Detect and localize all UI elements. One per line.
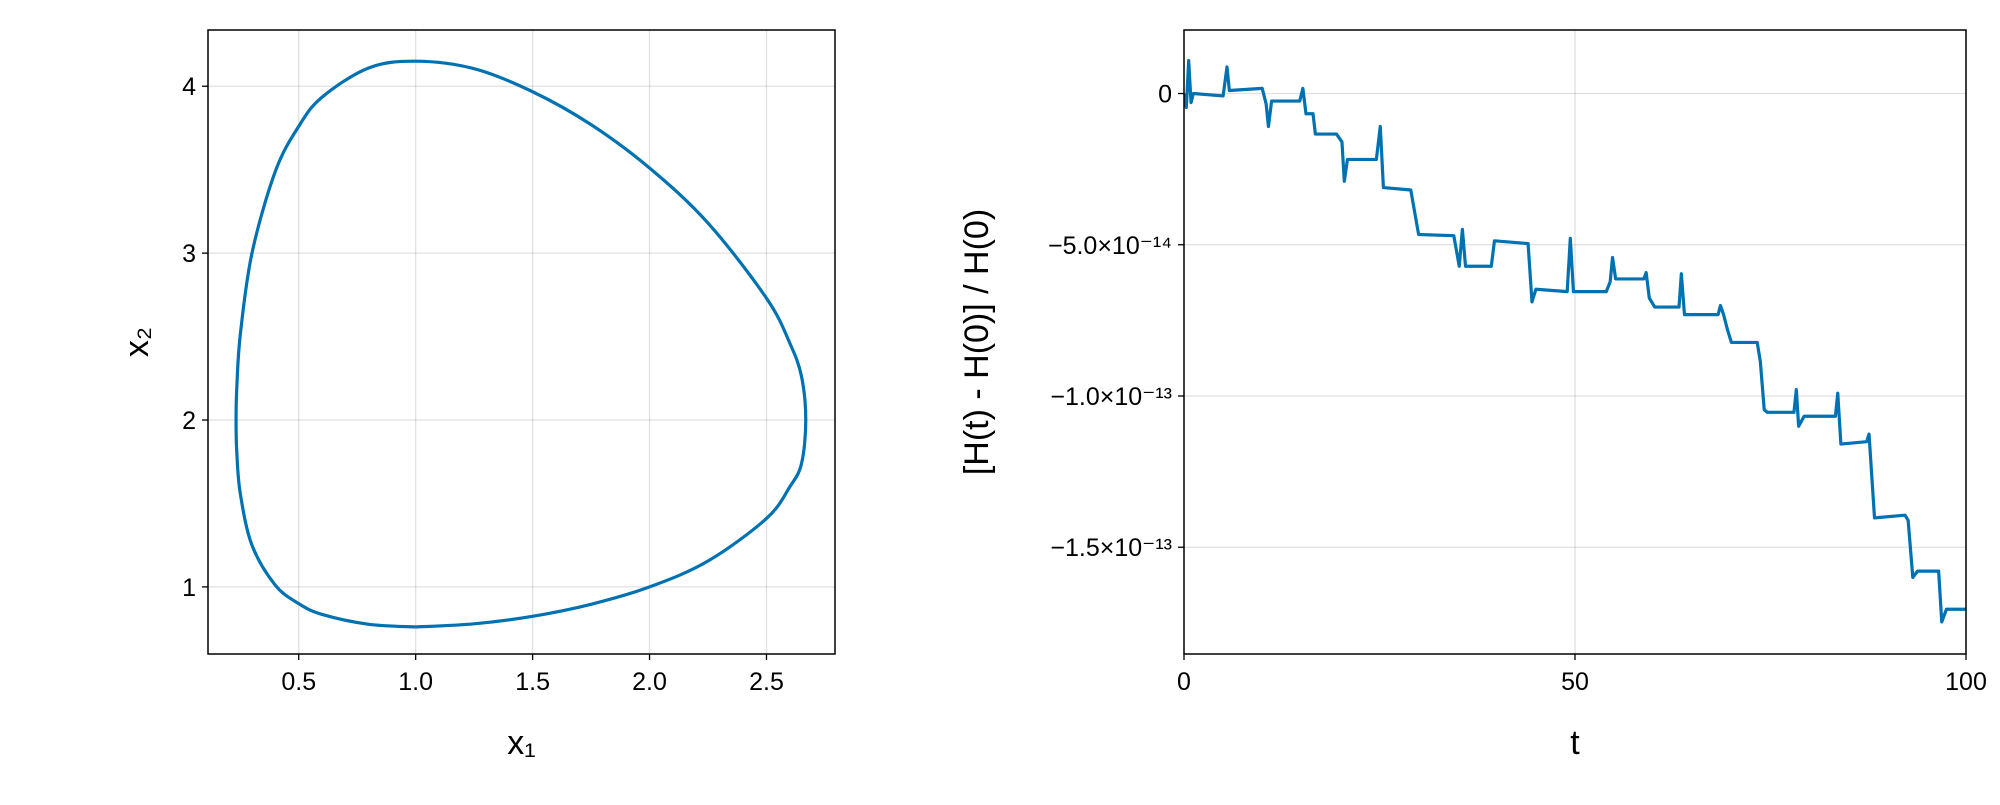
data-line (234, 59, 808, 629)
plot-frame (207, 29, 836, 655)
y-tick-label: 2 (182, 407, 196, 435)
y-tick-label: 3 (182, 240, 196, 268)
y-axis-label: [H(t) - H(0)] / H(0) (958, 209, 996, 475)
plot-frame (1183, 29, 1967, 655)
x-tick-label: 2.0 (632, 668, 667, 696)
y-tick-label: 0 (1158, 81, 1172, 109)
y-axis-label: x₂ (118, 327, 156, 357)
x-tick-label: 1.5 (515, 668, 550, 696)
x-axis-label: t (1570, 724, 1580, 762)
data-line (1184, 58, 1966, 624)
y-tick-label: 4 (182, 73, 196, 101)
y-tick-label: 1 (182, 574, 196, 602)
x-axis-label: x₁ (507, 724, 535, 762)
x-tick-label: 0.5 (281, 668, 316, 696)
x-tick-label: 1.0 (398, 668, 433, 696)
x-tick-label: 0 (1177, 668, 1191, 696)
x-tick-label: 100 (1945, 668, 1987, 696)
y-tick-label: −1.5×10⁻¹³ (1050, 534, 1172, 562)
x-tick-label: 2.5 (749, 668, 784, 696)
x-tick-label: 50 (1561, 668, 1589, 696)
y-tick-label: −1.0×10⁻¹³ (1050, 383, 1172, 411)
y-tick-label: −5.0×10⁻¹⁴ (1048, 232, 1172, 260)
